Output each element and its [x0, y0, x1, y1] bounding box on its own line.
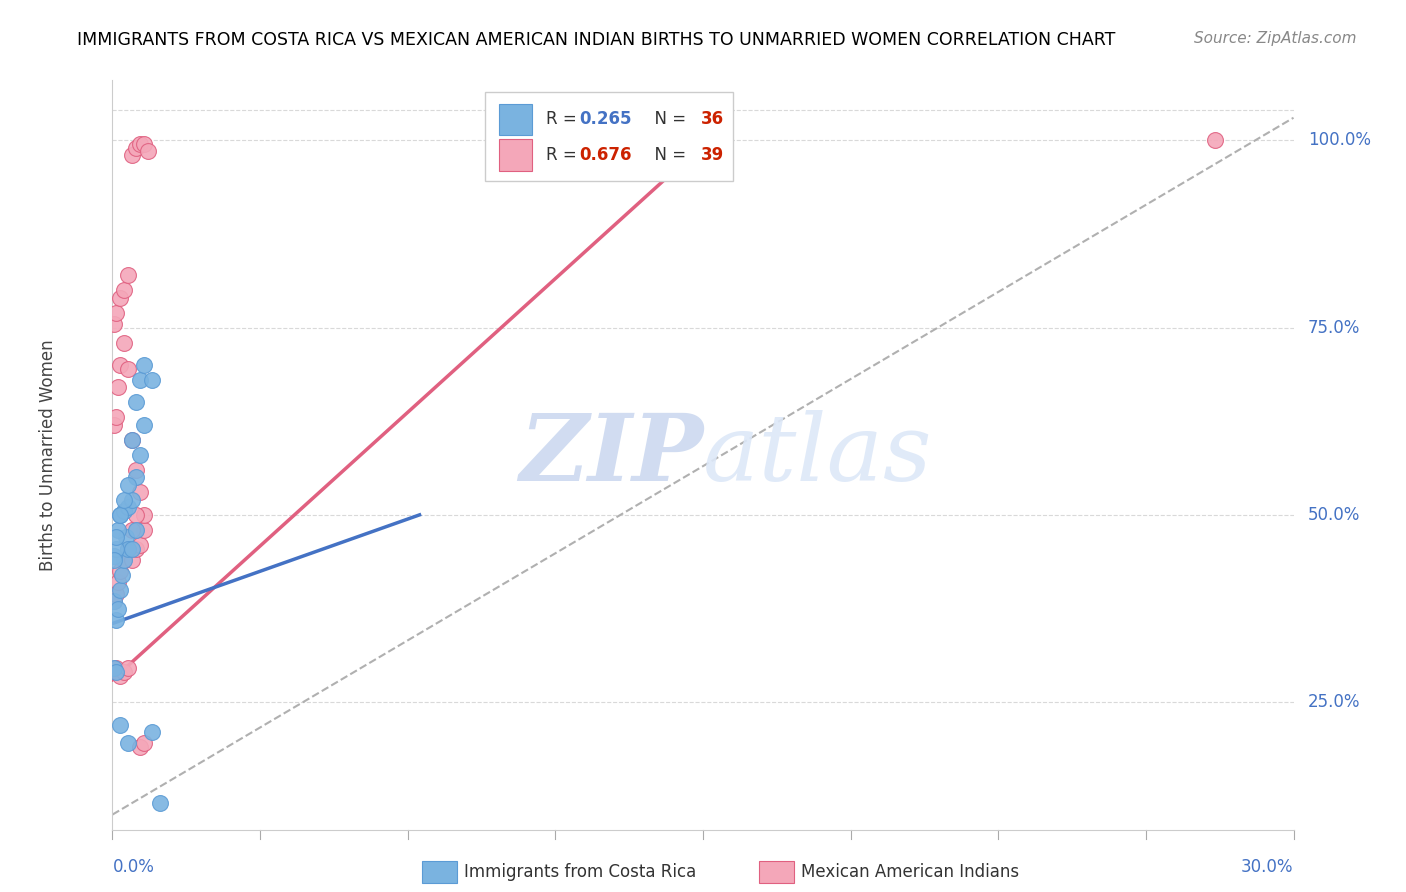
Point — [110, 717, 132, 731]
Point — [121, 541, 143, 556]
Point — [105, 665, 128, 680]
Point — [141, 725, 163, 739]
Point — [117, 541, 139, 556]
Point — [125, 395, 148, 409]
Point — [103, 661, 125, 675]
FancyBboxPatch shape — [485, 92, 733, 181]
Text: N =: N = — [644, 111, 692, 128]
Point — [112, 553, 135, 567]
Point — [105, 410, 128, 425]
Text: Mexican American Indians: Mexican American Indians — [801, 863, 1019, 881]
Point — [121, 553, 143, 567]
Point — [112, 665, 135, 680]
Point — [110, 564, 132, 578]
Point — [117, 541, 139, 556]
Point — [132, 736, 155, 750]
Point — [132, 358, 155, 372]
Point — [111, 567, 134, 582]
Point — [129, 373, 152, 387]
Point — [110, 291, 132, 305]
Point — [121, 492, 143, 507]
Point — [112, 492, 135, 507]
Point — [107, 575, 129, 590]
Text: atlas: atlas — [703, 410, 932, 500]
Point — [129, 136, 152, 151]
Point — [125, 508, 148, 522]
Point — [107, 523, 129, 537]
Point — [136, 145, 159, 159]
Point — [105, 305, 128, 319]
Point — [125, 463, 148, 477]
Text: 0.0%: 0.0% — [112, 858, 155, 876]
Point — [103, 317, 125, 331]
Text: N =: N = — [644, 146, 692, 164]
Point — [117, 478, 139, 492]
Point — [129, 740, 152, 755]
Point — [132, 508, 155, 522]
Text: 75.0%: 75.0% — [1308, 318, 1360, 336]
Text: 25.0%: 25.0% — [1308, 693, 1360, 711]
Point — [121, 433, 143, 447]
Point — [105, 541, 128, 556]
Point — [117, 268, 139, 282]
Point — [110, 669, 132, 683]
Text: 36: 36 — [700, 111, 724, 128]
Text: R =: R = — [546, 146, 582, 164]
Point — [115, 530, 138, 544]
Point — [105, 661, 128, 675]
Text: Source: ZipAtlas.com: Source: ZipAtlas.com — [1194, 31, 1357, 46]
Point — [125, 541, 148, 556]
Point — [107, 380, 129, 394]
Point — [112, 283, 135, 297]
Point — [132, 136, 155, 151]
Point — [105, 530, 128, 544]
FancyBboxPatch shape — [499, 139, 531, 171]
Point — [103, 549, 125, 563]
Point — [125, 470, 148, 484]
Point — [132, 523, 155, 537]
Text: Births to Unmarried Women: Births to Unmarried Women — [38, 339, 56, 571]
Point — [105, 613, 128, 627]
Point — [117, 361, 139, 376]
Text: 0.265: 0.265 — [579, 111, 631, 128]
Point — [132, 417, 155, 432]
Text: 30.0%: 30.0% — [1241, 858, 1294, 876]
Text: 100.0%: 100.0% — [1308, 131, 1371, 149]
Point — [125, 141, 148, 155]
Point — [121, 433, 143, 447]
Point — [117, 500, 139, 515]
Point — [129, 485, 152, 500]
Point — [103, 553, 125, 567]
Text: R =: R = — [546, 111, 582, 128]
Point — [110, 582, 132, 597]
Text: IMMIGRANTS FROM COSTA RICA VS MEXICAN AMERICAN INDIAN BIRTHS TO UNMARRIED WOMEN : IMMIGRANTS FROM COSTA RICA VS MEXICAN AM… — [77, 31, 1116, 49]
Point — [117, 661, 139, 675]
Point — [141, 373, 163, 387]
Point — [103, 594, 125, 608]
Point — [1204, 133, 1226, 147]
Text: 50.0%: 50.0% — [1308, 506, 1360, 524]
Text: Immigrants from Costa Rica: Immigrants from Costa Rica — [464, 863, 696, 881]
Point — [105, 586, 128, 600]
Point — [112, 553, 135, 567]
Point — [112, 335, 135, 350]
Text: 0.676: 0.676 — [579, 146, 631, 164]
Point — [121, 523, 143, 537]
Point — [103, 417, 125, 432]
Point — [121, 148, 143, 162]
Point — [129, 538, 152, 552]
Point — [125, 523, 148, 537]
Point — [110, 508, 132, 522]
FancyBboxPatch shape — [499, 103, 531, 135]
Point — [129, 448, 152, 462]
Point — [103, 594, 125, 608]
Point — [107, 601, 129, 615]
Text: ZIP: ZIP — [519, 410, 703, 500]
Point — [117, 736, 139, 750]
Point — [110, 358, 132, 372]
Point — [149, 797, 172, 811]
Point — [110, 508, 132, 522]
Text: 39: 39 — [700, 146, 724, 164]
Point — [112, 504, 135, 518]
